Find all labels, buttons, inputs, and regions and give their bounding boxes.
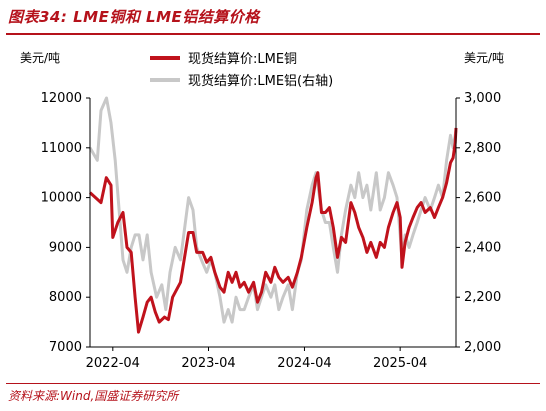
lme-price-chart: 7000 8000 9000 10000 11000 12000 2,000 2,200 2,4… (20, 51, 504, 371)
series-lines (88, 96, 458, 334)
series-line-lme-aluminum (88, 96, 458, 324)
source-note: 资料来源:Wind,国盛证券研究所 (8, 389, 179, 403)
title-divider (6, 33, 540, 35)
source-divider (6, 383, 540, 384)
y-right-tick-label: 3,000 (464, 91, 501, 106)
y-axis-left-label: 美元/吨 (20, 51, 60, 65)
figure-title: 图表34: LME铜和 LME铝结算价格 (8, 8, 260, 26)
series-line-lme-copper (88, 127, 458, 334)
y-right-tick-label: 2,200 (464, 290, 501, 305)
y-left-tick-label: 11000 (41, 141, 82, 156)
axes: 7000 8000 9000 10000 11000 12000 2,000 2,200 2,4… (41, 91, 502, 371)
y-axis-right-label: 美元/吨 (464, 51, 504, 65)
y-left-tick-label: 7000 (49, 340, 82, 355)
y-left-tick-label: 10000 (41, 191, 82, 206)
x-tick-label: 2024-04 (277, 356, 331, 371)
y-left-tick-label: 12000 (41, 91, 82, 106)
x-tick-label: 2023-04 (181, 356, 235, 371)
y-left-tick-label: 9000 (49, 240, 82, 255)
x-tick-label: 2022-04 (86, 356, 140, 371)
legend-item-copper-label: 现货结算价:LME铜 (188, 51, 297, 67)
legend-item-aluminum-label: 现货结算价:LME铝(右轴) (188, 73, 333, 89)
y-right-tick-label: 2,600 (464, 191, 501, 206)
x-tick-label: 2025-04 (373, 356, 427, 371)
y-right-tick-label: 2,000 (464, 340, 501, 355)
y-left-tick-label: 8000 (49, 290, 82, 305)
y-right-tick-label: 2,400 (464, 240, 501, 255)
y-right-tick-label: 2,800 (464, 141, 501, 156)
